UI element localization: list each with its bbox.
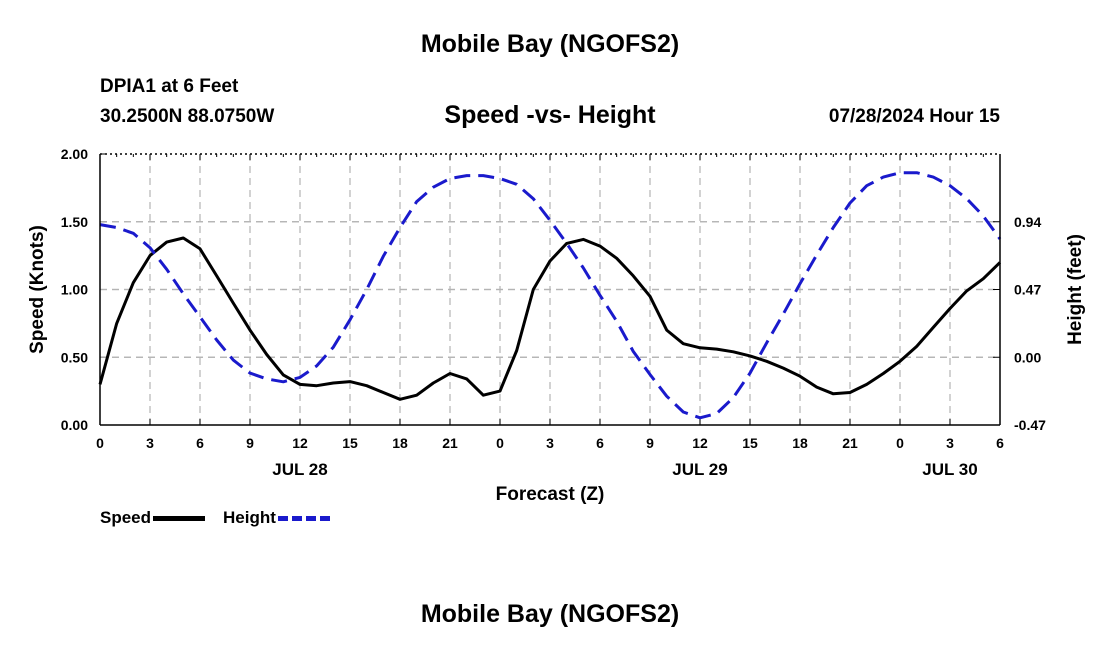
legend-swatch-height <box>277 515 330 521</box>
x-tick-label: 0 <box>896 435 904 451</box>
x-tick-label: 21 <box>842 435 858 451</box>
legend-item-speed: Speed <box>100 508 206 528</box>
x-tick-label: 6 <box>996 435 1004 451</box>
x-tick-label: 18 <box>392 435 408 451</box>
x-tick-label: 18 <box>792 435 808 451</box>
x-tick-label: 6 <box>596 435 604 451</box>
y2-axis-label: Height (feet) <box>1065 234 1086 345</box>
y-axis-label: Speed (Knots) <box>27 225 48 354</box>
x-tick-label: 12 <box>292 435 308 451</box>
x-tick-label: 0 <box>496 435 504 451</box>
date-label: JUL 30 <box>922 460 977 479</box>
station-label: DPIA1 at 6 Feet <box>100 76 239 97</box>
speed-line <box>98 236 1002 401</box>
footer-title: Mobile Bay (NGOFS2) <box>420 600 680 628</box>
x-tick-label: 15 <box>742 435 758 451</box>
chart-title: Speed -vs- Height <box>444 101 656 129</box>
x-tick-label: 0 <box>96 435 104 451</box>
y-tick-label: 1.50 <box>61 214 88 230</box>
x-tick-label: 15 <box>342 435 358 451</box>
page-title: Mobile Bay (NGOFS2) <box>420 30 680 58</box>
x-tick-label: 9 <box>646 435 654 451</box>
legend-label-speed: Speed <box>100 508 152 527</box>
y-tick-label: 1.00 <box>61 282 88 298</box>
x-tick-label: 3 <box>146 435 154 451</box>
height-line <box>99 171 1002 420</box>
x-axis-label: Forecast (Z) <box>496 484 605 505</box>
legend-item-height: Height <box>223 508 330 528</box>
x-tick-label: 9 <box>246 435 254 451</box>
x-tick-label: 6 <box>196 435 204 451</box>
date-label: JUL 28 <box>272 460 327 479</box>
x-tick-label: 3 <box>946 435 954 451</box>
y-tick-label: 0.50 <box>61 349 88 365</box>
y-tick-label: 0.00 <box>61 417 88 433</box>
forecast-timestamp: 07/28/2024 Hour 15 <box>828 106 1000 127</box>
date-label: JUL 29 <box>672 460 727 479</box>
y2-tick-label: 0.94 <box>1014 214 1041 230</box>
y-tick-label: 2.00 <box>61 146 88 162</box>
station-coordinates: 30.2500N 88.0750W <box>100 106 275 127</box>
legend-swatch-speed <box>153 515 206 521</box>
x-tick-label: 21 <box>442 435 458 451</box>
y2-tick-label: -0.47 <box>1014 417 1046 433</box>
chart-legend: Speed Height <box>100 508 348 528</box>
x-tick-label: 12 <box>692 435 708 451</box>
y2-tick-label: 0.00 <box>1014 349 1041 365</box>
y2-tick-label: 0.47 <box>1014 282 1041 298</box>
legend-label-height: Height <box>223 508 276 527</box>
x-tick-label: 3 <box>546 435 554 451</box>
